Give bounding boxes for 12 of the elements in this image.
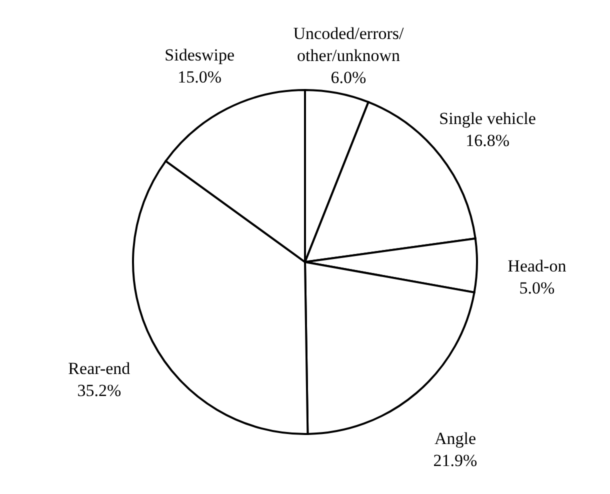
slice-label: Angle — [434, 428, 476, 448]
data-label: 35.2% — [77, 381, 122, 400]
data-label: 15.0% — [178, 67, 222, 86]
data-label: 16.8% — [466, 130, 510, 150]
data-label: 6.0% — [330, 68, 366, 88]
data-label: 21.9% — [433, 450, 478, 470]
slice-label: Sideswipe — [164, 45, 235, 64]
slice-label: Uncoded/errors/ other/unknown — [293, 24, 404, 66]
slice-label: Rear-end — [68, 359, 131, 378]
slice-label: Single vehicle — [439, 108, 536, 128]
slice-label: Head-on — [508, 256, 567, 276]
data-label: 5.0% — [519, 278, 555, 298]
